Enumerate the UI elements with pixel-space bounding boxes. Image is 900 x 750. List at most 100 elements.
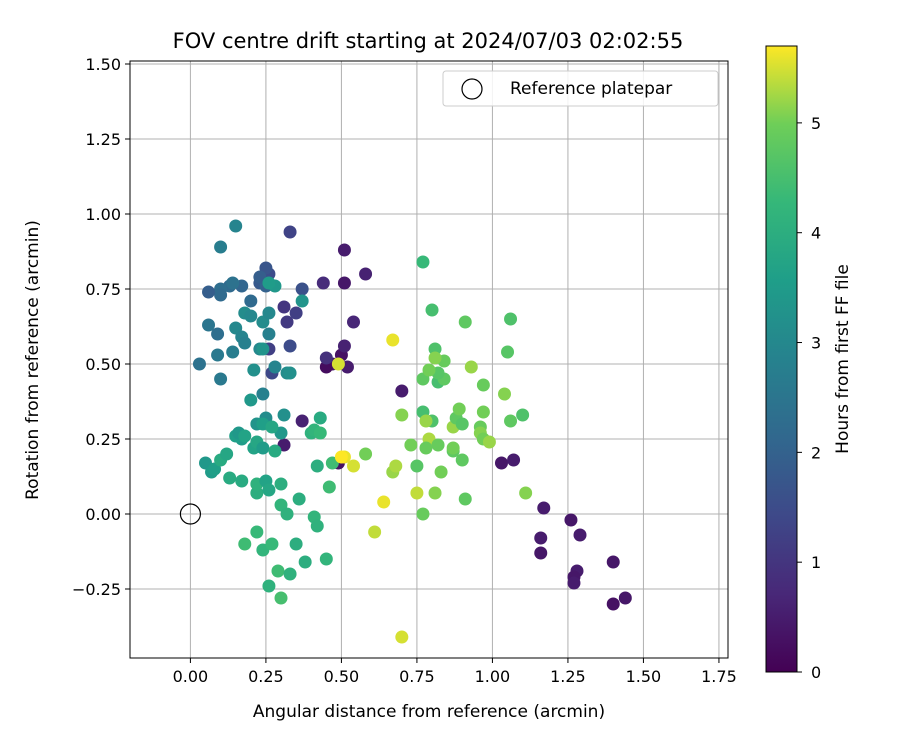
colorbar-label: Hours from first FF file (833, 264, 853, 454)
scatter-point (262, 327, 276, 341)
scatter-point (507, 453, 521, 467)
scatter-point (202, 318, 216, 332)
scatter-point (537, 501, 551, 515)
scatter-point (519, 486, 533, 500)
y-tick-label: 0.25 (85, 430, 121, 449)
reference-platepar-marker (179, 503, 202, 525)
scatter-point (331, 357, 345, 371)
scatter-point (268, 444, 282, 458)
scatter-point (277, 408, 291, 422)
scatter-point (226, 276, 240, 290)
scatter-point (250, 525, 264, 539)
scatter-point (265, 537, 279, 551)
scatter-point (238, 429, 252, 443)
scatter-point (428, 351, 442, 365)
x-tick-label: 0.50 (324, 667, 360, 686)
scatter-point (235, 474, 249, 488)
scatter-point (214, 288, 228, 302)
scatter-point (262, 579, 276, 593)
scatter-point (446, 441, 460, 455)
scatter-point (395, 630, 409, 644)
scatter-point (256, 387, 270, 401)
scatter-point (274, 591, 288, 605)
x-tick-label: 1.00 (475, 667, 511, 686)
colorbar-tick-label: 5 (811, 114, 821, 133)
scatter-point (262, 276, 276, 290)
scatter-point (455, 417, 469, 431)
scatter-point (295, 414, 309, 428)
x-tick-label: 1.50 (626, 667, 662, 686)
scatter-point (238, 537, 252, 551)
scatter-point (214, 240, 228, 254)
x-tick-label: 0.00 (173, 667, 209, 686)
scatter-point (192, 357, 206, 371)
y-tick-label: 0.50 (85, 355, 121, 374)
colorbar: 0 1 2 3 4 5 Hours from first FF file (765, 45, 853, 682)
scatter-point (337, 276, 351, 290)
legend-reference-marker (461, 78, 483, 100)
scatter-point (262, 483, 276, 497)
scatter-point (271, 564, 285, 578)
scatter-point (319, 360, 333, 374)
scatter-point (377, 495, 391, 509)
scatter-point (256, 441, 270, 455)
scatter-point (268, 360, 282, 374)
scatter-point (319, 351, 333, 365)
scatter-point (458, 315, 472, 329)
x-tick-label: 0.25 (248, 667, 284, 686)
scatter-point (482, 435, 496, 449)
y-tick-label: 0.75 (85, 280, 121, 299)
scatter-point (244, 309, 258, 323)
scatter-point (214, 372, 228, 386)
scatter-point (422, 363, 436, 377)
scatter-point (223, 471, 237, 485)
scatter-point (428, 342, 442, 356)
data-points (179, 219, 632, 644)
scatter-point (504, 414, 518, 428)
x-tick-label: 1.75 (701, 667, 737, 686)
scatter-point (247, 363, 261, 377)
scatter-point (238, 336, 252, 350)
scatter-point (419, 414, 433, 428)
scatter-point (262, 306, 276, 320)
scatter-point (368, 525, 382, 539)
y-tick-label: 1.00 (85, 205, 121, 224)
scatter-point (410, 486, 424, 500)
scatter-point (283, 567, 297, 581)
scatter-point (280, 507, 294, 521)
scatter-point (404, 438, 418, 452)
plot-frame (129, 60, 729, 659)
scatter-point (313, 411, 327, 425)
y-tick-label: 1.50 (85, 55, 121, 74)
scatter-point (244, 294, 258, 308)
scatter-point (277, 300, 291, 314)
scatter-point (211, 348, 225, 362)
scatter-point (295, 282, 309, 296)
scatter-point (464, 360, 478, 374)
y-tick-label: 1.25 (85, 130, 121, 149)
axis-ticks: 0.00 0.25 0.50 0.75 1.00 1.25 1.50 1.75 −0.25 0.0… (72, 55, 737, 686)
grid (130, 61, 728, 658)
scatter-point (256, 342, 270, 356)
scatter-point (292, 492, 306, 506)
scatter-point (476, 405, 490, 419)
scatter-point (476, 378, 490, 392)
scatter-point (606, 555, 620, 569)
colorbar-tick-label: 2 (811, 443, 821, 462)
colorbar-tick-label: 0 (811, 663, 821, 682)
scatter-point (244, 393, 258, 407)
scatter-point (573, 528, 587, 542)
legend: Reference platepar (442, 70, 719, 107)
colorbar-tick-label: 4 (811, 224, 821, 243)
colorbar-gradient (765, 45, 798, 673)
scatter-point (346, 315, 360, 329)
legend-label: Reference platepar (510, 79, 672, 99)
scatter-point (226, 345, 240, 359)
scatter-point (564, 513, 578, 527)
scatter-point (310, 519, 324, 533)
scatter-point (283, 366, 297, 380)
scatter-point (310, 459, 324, 473)
scatter-point (395, 384, 409, 398)
scatter-point (283, 339, 297, 353)
scatter-point (274, 477, 288, 491)
